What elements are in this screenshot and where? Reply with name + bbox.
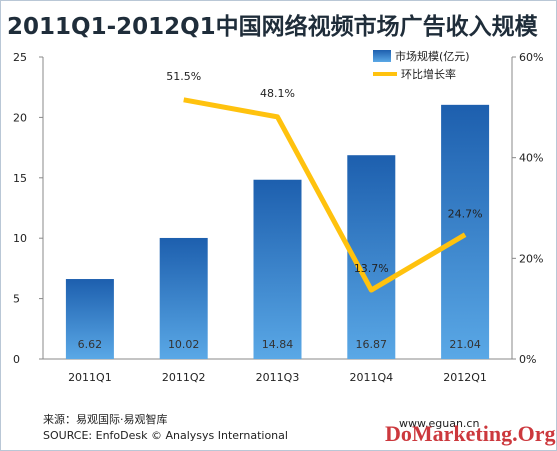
y2-tick-label: 40% xyxy=(519,152,543,165)
y-tick-label: 5 xyxy=(13,293,20,306)
x-tick-label: 2011Q1 xyxy=(68,371,112,384)
growth-rate-label: 48.1% xyxy=(260,87,295,100)
x-tick-label: 2012Q1 xyxy=(443,371,487,384)
growth-rate-line xyxy=(183,97,467,293)
x-tick-label: 2011Q4 xyxy=(349,371,393,384)
y-tick-label: 15 xyxy=(13,172,27,185)
growth-rate-label: 51.5% xyxy=(166,70,201,83)
legend-line-swatch xyxy=(373,72,397,76)
legend-item-line: 环比增长率 xyxy=(373,65,470,83)
y2-tick-label: 0% xyxy=(519,353,536,366)
y-tick-label: 25 xyxy=(13,51,27,64)
bar-2012Q1 xyxy=(441,104,490,360)
bar-value-label: 16.87 xyxy=(356,338,388,351)
watermark: DoMarketing.Org xyxy=(385,421,556,446)
legend-line-label: 环比增长率 xyxy=(401,68,456,81)
x-tick-label: 2011Q2 xyxy=(162,371,206,384)
bar-value-label: 14.84 xyxy=(262,338,294,351)
growth-rate-label: 13.7% xyxy=(354,262,389,275)
legend-bar-label: 市场规模(亿元) xyxy=(395,50,470,63)
bar-value-label: 10.02 xyxy=(168,338,200,351)
legend-bar-swatch xyxy=(373,50,391,62)
y-tick-label: 0 xyxy=(13,353,20,366)
source-chinese: 来源：易观国际·易观智库 xyxy=(43,413,168,426)
bar-2011Q3 xyxy=(253,179,302,359)
bar-2011Q2 xyxy=(159,237,208,359)
x-tick-label: 2011Q3 xyxy=(256,371,300,384)
bar-value-label: 6.62 xyxy=(78,338,103,351)
y-tick-label: 20 xyxy=(13,111,27,124)
site-url: www.eguan.cn xyxy=(399,417,480,430)
legend: 市场规模(亿元) 环比增长率 xyxy=(373,47,470,83)
bar-value-label: 21.04 xyxy=(449,338,481,351)
y-tick-label: 10 xyxy=(13,232,27,245)
source-english: SOURCE: EnfoDesk © Analysys Internationa… xyxy=(43,429,288,442)
bar-2011Q1 xyxy=(65,279,114,359)
chart-title: 2011Q1-2012Q1中国网络视频市场广告收入规模 xyxy=(7,14,538,40)
growth-rate-label: 24.7% xyxy=(448,208,483,221)
y2-tick-label: 60% xyxy=(519,51,543,64)
y2-tick-label: 20% xyxy=(519,252,543,265)
legend-item-bar: 市场规模(亿元) xyxy=(373,47,470,65)
